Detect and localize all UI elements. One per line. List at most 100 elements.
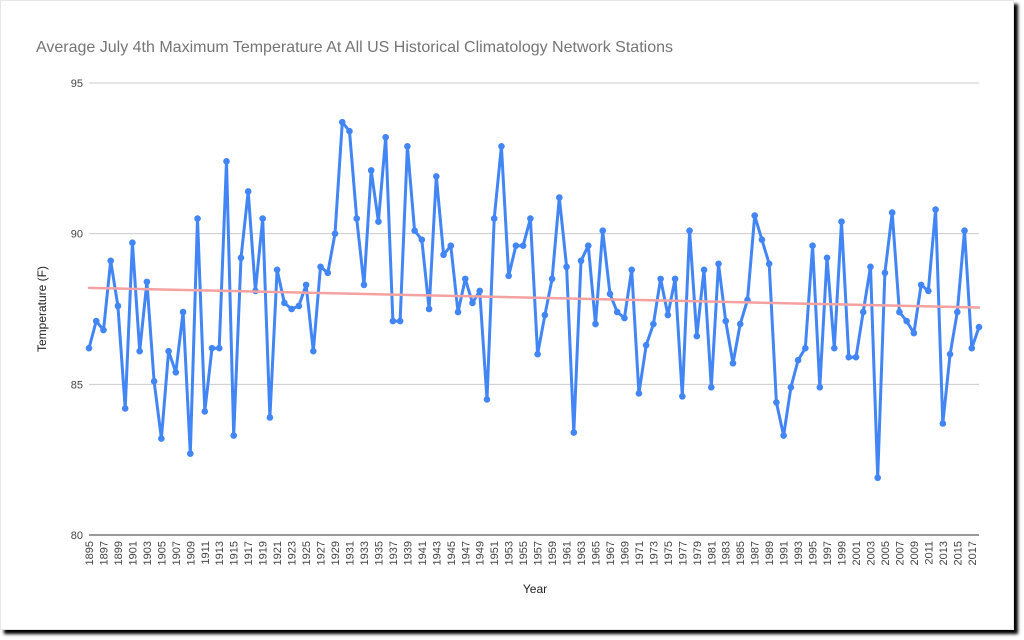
x-tick-label: 1925 — [301, 541, 313, 565]
data-point — [353, 215, 361, 222]
x-tick-label: 1919 — [258, 541, 270, 565]
data-point — [208, 344, 216, 352]
x-tick-label: 1901 — [127, 541, 139, 565]
x-tick-label: 1921 — [272, 541, 284, 565]
data-point — [519, 242, 527, 250]
data-point — [266, 414, 274, 421]
data-point — [367, 167, 375, 174]
data-point — [765, 260, 773, 268]
data-point — [751, 212, 758, 219]
data-point — [317, 263, 324, 271]
x-tick-label: 1899 — [113, 541, 125, 565]
y-tick-label: 95 — [71, 78, 83, 90]
x-tick-label: 1929 — [330, 541, 342, 565]
x-tick-label: 1979 — [692, 541, 704, 565]
data-point — [830, 344, 838, 352]
data-point — [201, 408, 209, 415]
x-tick-label: 1991 — [779, 541, 791, 565]
x-tick-label: 1941 — [417, 541, 429, 565]
x-tick-label: 1939 — [402, 541, 414, 565]
data-point — [563, 263, 570, 271]
data-point — [490, 215, 498, 222]
x-tick-label: 1997 — [822, 541, 834, 565]
y-axis-label: Temperature (F) — [35, 266, 49, 352]
data-point — [686, 227, 693, 234]
x-axis-label: Year — [523, 582, 547, 596]
data-point — [599, 227, 607, 234]
data-point — [172, 368, 180, 376]
data-point — [642, 341, 650, 349]
data-point — [961, 227, 968, 234]
x-tick-label: 1903 — [142, 541, 154, 565]
data-point — [194, 215, 201, 222]
x-tick-label: 2011 — [923, 541, 935, 565]
data-point — [867, 263, 874, 271]
series-line — [87, 120, 981, 480]
x-tick-labels: 1895 1897 1899 1901 1903 1905 1907 1909 1911 1913… — [84, 541, 979, 565]
x-tick-label: 1971 — [634, 541, 646, 565]
data-point — [925, 287, 932, 295]
data-point — [237, 254, 245, 262]
y-tick-label: 85 — [71, 379, 83, 391]
x-tick-label: 1913 — [214, 541, 226, 565]
data-point — [845, 353, 853, 361]
data-point — [324, 269, 332, 277]
x-tick-label: 1943 — [431, 541, 443, 565]
data-point — [187, 450, 194, 457]
y-tick-label: 90 — [71, 229, 83, 241]
data-point — [722, 317, 730, 325]
x-tick-label: 1985 — [735, 541, 747, 565]
data-point — [411, 227, 418, 234]
data-point — [476, 287, 484, 295]
x-tick-label: 1933 — [359, 541, 371, 565]
data-point — [534, 350, 541, 358]
trendline — [87, 286, 981, 309]
data-point — [932, 206, 939, 213]
data-point — [114, 302, 122, 310]
data-point — [917, 281, 925, 289]
data-point — [613, 308, 621, 316]
x-tick-label: 1907 — [171, 541, 183, 565]
data-point — [968, 344, 976, 352]
data-point — [888, 209, 896, 216]
x-tick-label: 1987 — [750, 541, 762, 565]
data-point — [85, 344, 93, 352]
data-point — [498, 142, 505, 150]
chart-frame: Average July 4th Maximum Temperature At … — [0, 0, 1014, 630]
x-tick-label: 1895 — [84, 541, 96, 565]
data-point — [396, 317, 404, 325]
data-point — [715, 260, 722, 268]
data-point — [389, 317, 397, 325]
data-point — [121, 405, 129, 412]
data-point — [288, 305, 295, 313]
data-point — [360, 281, 368, 289]
data-point — [259, 215, 266, 222]
data-point — [425, 305, 433, 313]
data-point — [548, 275, 556, 283]
x-tick-label: 1909 — [185, 541, 197, 565]
x-tick-label: 1965 — [591, 541, 603, 565]
data-point — [375, 218, 382, 225]
x-tick-label: 1955 — [518, 541, 530, 565]
data-point — [447, 242, 455, 250]
data-point — [823, 254, 831, 262]
data-point — [382, 133, 389, 141]
x-tick-label: 1937 — [388, 541, 400, 565]
data-point — [136, 347, 143, 355]
x-tick-label: 2015 — [952, 541, 964, 565]
data-point — [584, 242, 592, 250]
x-tick-label: 1977 — [677, 541, 689, 565]
x-tick-label: 1963 — [576, 541, 588, 565]
x-tick-label: 2003 — [865, 541, 877, 565]
data-point — [302, 281, 310, 289]
x-tick-label: 1957 — [533, 541, 545, 565]
data-point — [780, 432, 787, 439]
data-point — [664, 311, 672, 319]
data-point — [143, 278, 151, 286]
data-point — [657, 275, 664, 283]
data-point — [223, 158, 230, 165]
data-point — [512, 242, 520, 250]
data-point — [700, 266, 708, 274]
x-tick-label: 1911 — [200, 541, 212, 565]
data-point — [859, 308, 867, 316]
